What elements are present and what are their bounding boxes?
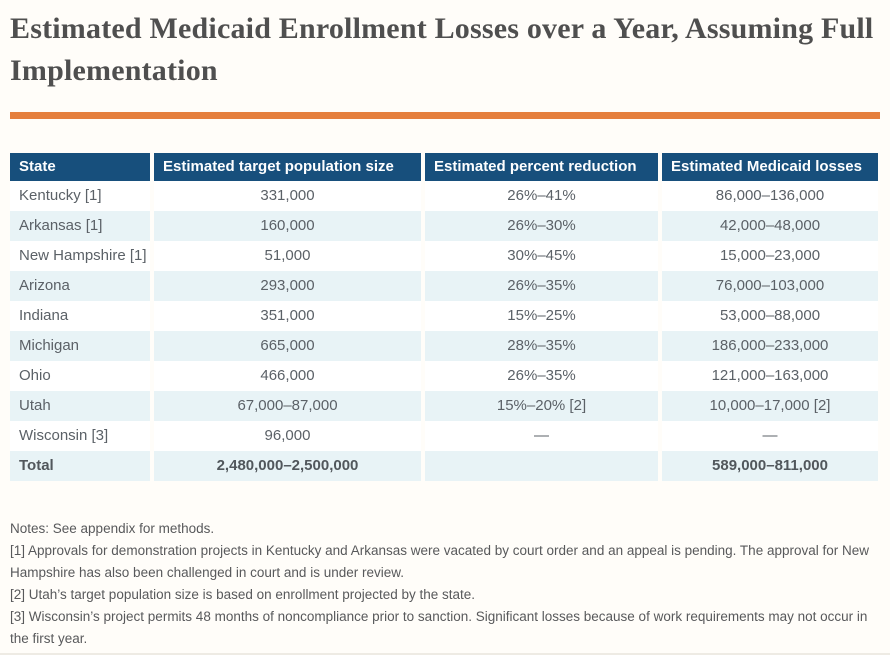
reduction-cell: 26%–35% <box>425 361 658 391</box>
table-total-row: Total 2,480,000–2,500,000 589,000–811,00… <box>10 451 878 481</box>
losses-cell: — <box>662 421 878 451</box>
reduction-cell: 28%–35% <box>425 331 658 361</box>
losses-cell: 589,000–811,000 <box>662 451 878 481</box>
losses-cell: 86,000–136,000 <box>662 181 878 211</box>
reduction-cell: 26%–35% <box>425 271 658 301</box>
population-cell: 2,480,000–2,500,000 <box>154 451 421 481</box>
notes-line: [1] Approvals for demonstration projects… <box>10 543 869 580</box>
table-row: Utah 67,000–87,000 15%–20% [2] 10,000–17… <box>10 391 878 421</box>
table-row: New Hampshire [1] 51,000 30%–45% 15,000–… <box>10 241 878 271</box>
medicaid-losses-table: State Estimated target population size E… <box>10 153 878 481</box>
reduction-cell: 26%–30% <box>425 211 658 241</box>
notes-line: [2] Utah’s target population size is bas… <box>10 587 476 602</box>
page: Estimated Medicaid Enrollment Losses ove… <box>0 8 890 650</box>
page-title: Estimated Medicaid Enrollment Losses ove… <box>10 12 874 87</box>
state-cell: Kentucky [1] <box>10 181 150 211</box>
state-cell: Michigan <box>10 331 150 361</box>
table-row: Indiana 351,000 15%–25% 53,000–88,000 <box>10 301 878 331</box>
population-cell: 67,000–87,000 <box>154 391 421 421</box>
losses-cell: 121,000–163,000 <box>662 361 878 391</box>
state-cell: New Hampshire [1] <box>10 241 150 271</box>
table-row: Arkansas [1] 160,000 26%–30% 42,000–48,0… <box>10 211 878 241</box>
table-row: Wisconsin [3] 96,000 — — <box>10 421 878 451</box>
reduction-cell: 26%–41% <box>425 181 658 211</box>
reduction-cell: — <box>425 421 658 451</box>
state-cell: Arizona <box>10 271 150 301</box>
state-cell: Utah <box>10 391 150 421</box>
reduction-cell: 15%–20% [2] <box>425 391 658 421</box>
losses-cell: 186,000–233,000 <box>662 331 878 361</box>
losses-cell: 10,000–17,000 [2] <box>662 391 878 421</box>
population-cell: 293,000 <box>154 271 421 301</box>
reduction-cell: 30%–45% <box>425 241 658 271</box>
table-row: Ohio 466,000 26%–35% 121,000–163,000 <box>10 361 878 391</box>
population-cell: 665,000 <box>154 331 421 361</box>
state-cell: Indiana <box>10 301 150 331</box>
footnotes: Notes: See appendix for methods. [1] App… <box>10 518 882 650</box>
state-cell: Total <box>10 451 150 481</box>
population-cell: 96,000 <box>154 421 421 451</box>
losses-cell: 53,000–88,000 <box>662 301 878 331</box>
column-header-reduction: Estimated percent reduction <box>425 153 658 181</box>
losses-cell: 42,000–48,000 <box>662 211 878 241</box>
notes-line: [3] Wisconsin’s project permits 48 month… <box>10 609 868 646</box>
population-cell: 351,000 <box>154 301 421 331</box>
table-row: Arizona 293,000 26%–35% 76,000–103,000 <box>10 271 878 301</box>
column-header-losses: Estimated Medicaid losses <box>662 153 878 181</box>
population-cell: 466,000 <box>154 361 421 391</box>
state-cell: Ohio <box>10 361 150 391</box>
reduction-cell <box>425 451 658 481</box>
losses-cell: 15,000–23,000 <box>662 241 878 271</box>
accent-divider <box>10 112 880 119</box>
population-cell: 51,000 <box>154 241 421 271</box>
state-cell: Wisconsin [3] <box>10 421 150 451</box>
table-header-row: State Estimated target population size E… <box>10 153 878 181</box>
population-cell: 331,000 <box>154 181 421 211</box>
table-body: Kentucky [1] 331,000 26%–41% 86,000–136,… <box>10 181 878 481</box>
column-header-population: Estimated target population size <box>154 153 421 181</box>
column-header-state: State <box>10 153 150 181</box>
table-row: Kentucky [1] 331,000 26%–41% 86,000–136,… <box>10 181 878 211</box>
reduction-cell: 15%–25% <box>425 301 658 331</box>
population-cell: 160,000 <box>154 211 421 241</box>
losses-cell: 76,000–103,000 <box>662 271 878 301</box>
table-row: Michigan 665,000 28%–35% 186,000–233,000 <box>10 331 878 361</box>
notes-line: Notes: See appendix for methods. <box>10 521 215 536</box>
state-cell: Arkansas [1] <box>10 211 150 241</box>
